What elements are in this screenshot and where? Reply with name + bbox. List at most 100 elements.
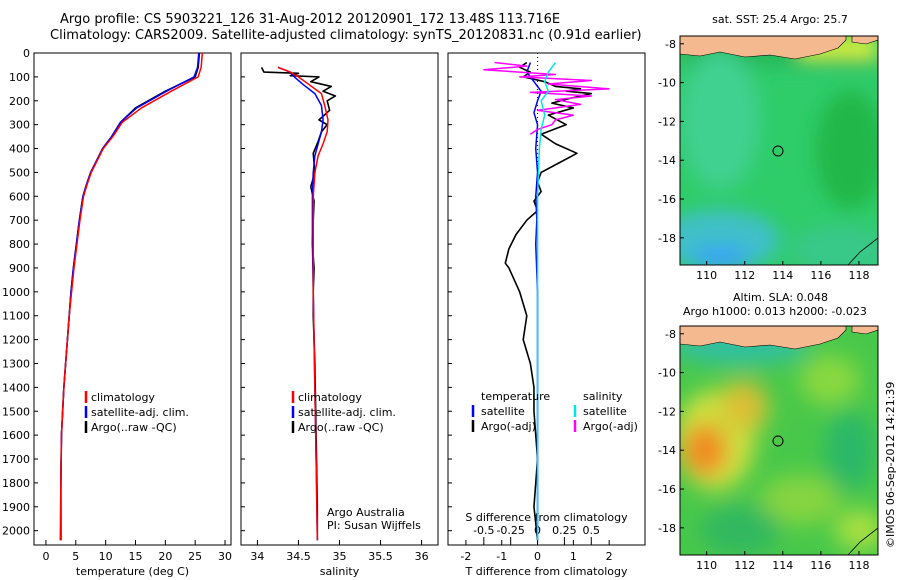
depth-tick-label: 800 <box>9 238 30 251</box>
header-line-1: Argo profile: CS 5903221_126 31-Aug-2012… <box>60 12 560 27</box>
map-lon-label: 112 <box>734 559 755 572</box>
temperature-series-1 <box>60 52 200 541</box>
temperature-xtick-label: 25 <box>188 550 202 563</box>
temperature-legend-label: satellite-adj. clim. <box>91 406 189 419</box>
differences-series-3 <box>536 62 557 541</box>
sdiff-axis-label: S difference from climatology <box>465 511 628 524</box>
map-lon-label: 110 <box>696 269 717 282</box>
depth-tick-label: 700 <box>9 214 30 227</box>
temperature-legend-label: climatology <box>91 391 155 404</box>
temperature-xtick-label: 20 <box>158 550 172 563</box>
temperature-xtick-label: 5 <box>72 550 79 563</box>
map-lat-label: -18 <box>658 522 676 535</box>
sla-map-ticks: 110 112 114 116 118 -8 -10 -12 -14 -16 -18 <box>658 328 869 572</box>
sst-map: sat. SST: 25.4 Argo: 25.7 110 112 114 116 11… <box>658 13 879 282</box>
depth-tick-label: 0 <box>23 47 30 60</box>
salinity-legend-label: satellite-adj. clim. <box>298 406 396 419</box>
map-lat-label: -8 <box>665 38 676 51</box>
depth-tick-label: 1700 <box>2 453 30 466</box>
temperature-xtick-label: 10 <box>99 550 113 563</box>
diff-legend-label: Argo(-adj) <box>481 420 536 433</box>
map-lon-label: 118 <box>848 269 869 282</box>
sst-map-title: sat. SST: 25.4 Argo: 25.7 <box>712 13 848 26</box>
sla-argo-marker <box>772 435 784 447</box>
diff-legend-title: salinity <box>583 390 623 403</box>
diff-legend-label: satellite <box>481 405 525 418</box>
salinity-legend-label: climatology <box>298 391 362 404</box>
depth-tick-label: 300 <box>9 119 30 132</box>
sdiff-tick-label: 0.5 <box>583 524 601 537</box>
diff-legend-title: temperature <box>481 390 550 403</box>
differences-frame <box>447 52 646 546</box>
sst-coastline <box>847 237 878 265</box>
salinity-xtick-label: 34 <box>250 550 264 563</box>
salinity-xtick-label: 36 <box>415 550 429 563</box>
depth-tick-label: 1400 <box>2 381 30 394</box>
sst-map-frame <box>679 35 879 266</box>
map-lat-label: -12 <box>658 405 676 418</box>
diff-legend-label: satellite <box>583 405 627 418</box>
differences-xtick-label: 0 <box>534 550 541 563</box>
map-lat-label: -16 <box>658 483 676 496</box>
differences-xtick-label: -2 <box>460 550 471 563</box>
copyright-label: ©IMOS 06-Sep-2012 14:21:39 <box>884 382 897 548</box>
sla-land <box>680 326 847 350</box>
depth-tick-label: 1900 <box>2 501 30 514</box>
depth-tick-label: 1300 <box>2 357 30 370</box>
map-lon-label: 116 <box>810 269 831 282</box>
depth-tick-label: 1800 <box>2 477 30 490</box>
attribution-text: PI: Susan Wijffels <box>327 519 421 532</box>
depth-tick-label: 1500 <box>2 405 30 418</box>
depth-tick-label: 1600 <box>2 429 30 442</box>
salinity-xtick-label: 34.5 <box>286 550 311 563</box>
temperature-legend-label: Argo(..raw -QC) <box>91 421 177 434</box>
depth-tick-label: 1200 <box>2 334 30 347</box>
temperature-xlabel: temperature (deg C) <box>76 565 189 578</box>
salinity-xtick-label: 35 <box>333 550 347 563</box>
differences-series-2 <box>483 61 610 135</box>
temperature-xtick-label: 0 <box>42 550 49 563</box>
map-lat-label: -18 <box>658 232 676 245</box>
sla-map-frame <box>679 325 879 556</box>
attribution-text: Argo Australia <box>327 506 405 519</box>
depth-tick-label: 1000 <box>2 286 30 299</box>
salinity-frame <box>240 52 439 546</box>
map-lon-label: 114 <box>772 269 793 282</box>
temperature-series-2 <box>59 52 204 541</box>
map-lat-label: -10 <box>658 77 676 90</box>
salinity-panel: 34 34.5 35 35.5 36 salinity climatology satelli… <box>240 52 439 578</box>
temperature-xtick-label: 15 <box>128 550 142 563</box>
header-line-2: Climatology: CARS2009. Satellite-adjuste… <box>50 28 642 43</box>
differences-panel: -2 -1 0 1 2 T difference from climatology -0.5… <box>447 52 646 578</box>
depth-tick-label: 400 <box>9 143 30 156</box>
sst-argo-marker <box>772 145 784 157</box>
depth-tick-label: 200 <box>9 95 30 108</box>
differences-xtick-label: 1 <box>570 550 577 563</box>
diff-legend-label: Argo(-adj) <box>583 420 638 433</box>
map-lat-label: -16 <box>658 193 676 206</box>
depth-tick-label: 600 <box>9 190 30 203</box>
map-lat-label: -14 <box>658 154 676 167</box>
temperature-xtick-label: 30 <box>218 550 232 563</box>
map-lat-label: -10 <box>658 367 676 380</box>
salinity-xtick-label: 35.5 <box>368 550 393 563</box>
depth-tick-label: 100 <box>9 71 30 84</box>
sdiff-tick-label: 0.25 <box>552 524 577 537</box>
sla-coastline <box>847 527 878 555</box>
differences-series-1 <box>526 62 542 541</box>
temperature-frame <box>33 52 232 546</box>
map-lon-label: 116 <box>810 559 831 572</box>
differences-xtick-label: -1 <box>496 550 507 563</box>
sla-map-title-2: Argo h1000: 0.013 h2000: -0.023 <box>683 305 867 318</box>
map-lat-label: -12 <box>658 115 676 128</box>
map-lat-label: -14 <box>658 444 676 457</box>
map-lon-label: 114 <box>772 559 793 572</box>
differences-xtick-label: 2 <box>606 550 613 563</box>
temperature-panel: 0 5 10 15 20 25 30 temperature (deg C) 0 100 200 30… <box>2 47 232 578</box>
salinity-legend-label: Argo(..raw -QC) <box>298 421 384 434</box>
map-lat-label: -8 <box>665 328 676 341</box>
depth-tick-label: 900 <box>9 262 30 275</box>
map-lon-label: 118 <box>848 559 869 572</box>
sst-land <box>680 36 847 60</box>
